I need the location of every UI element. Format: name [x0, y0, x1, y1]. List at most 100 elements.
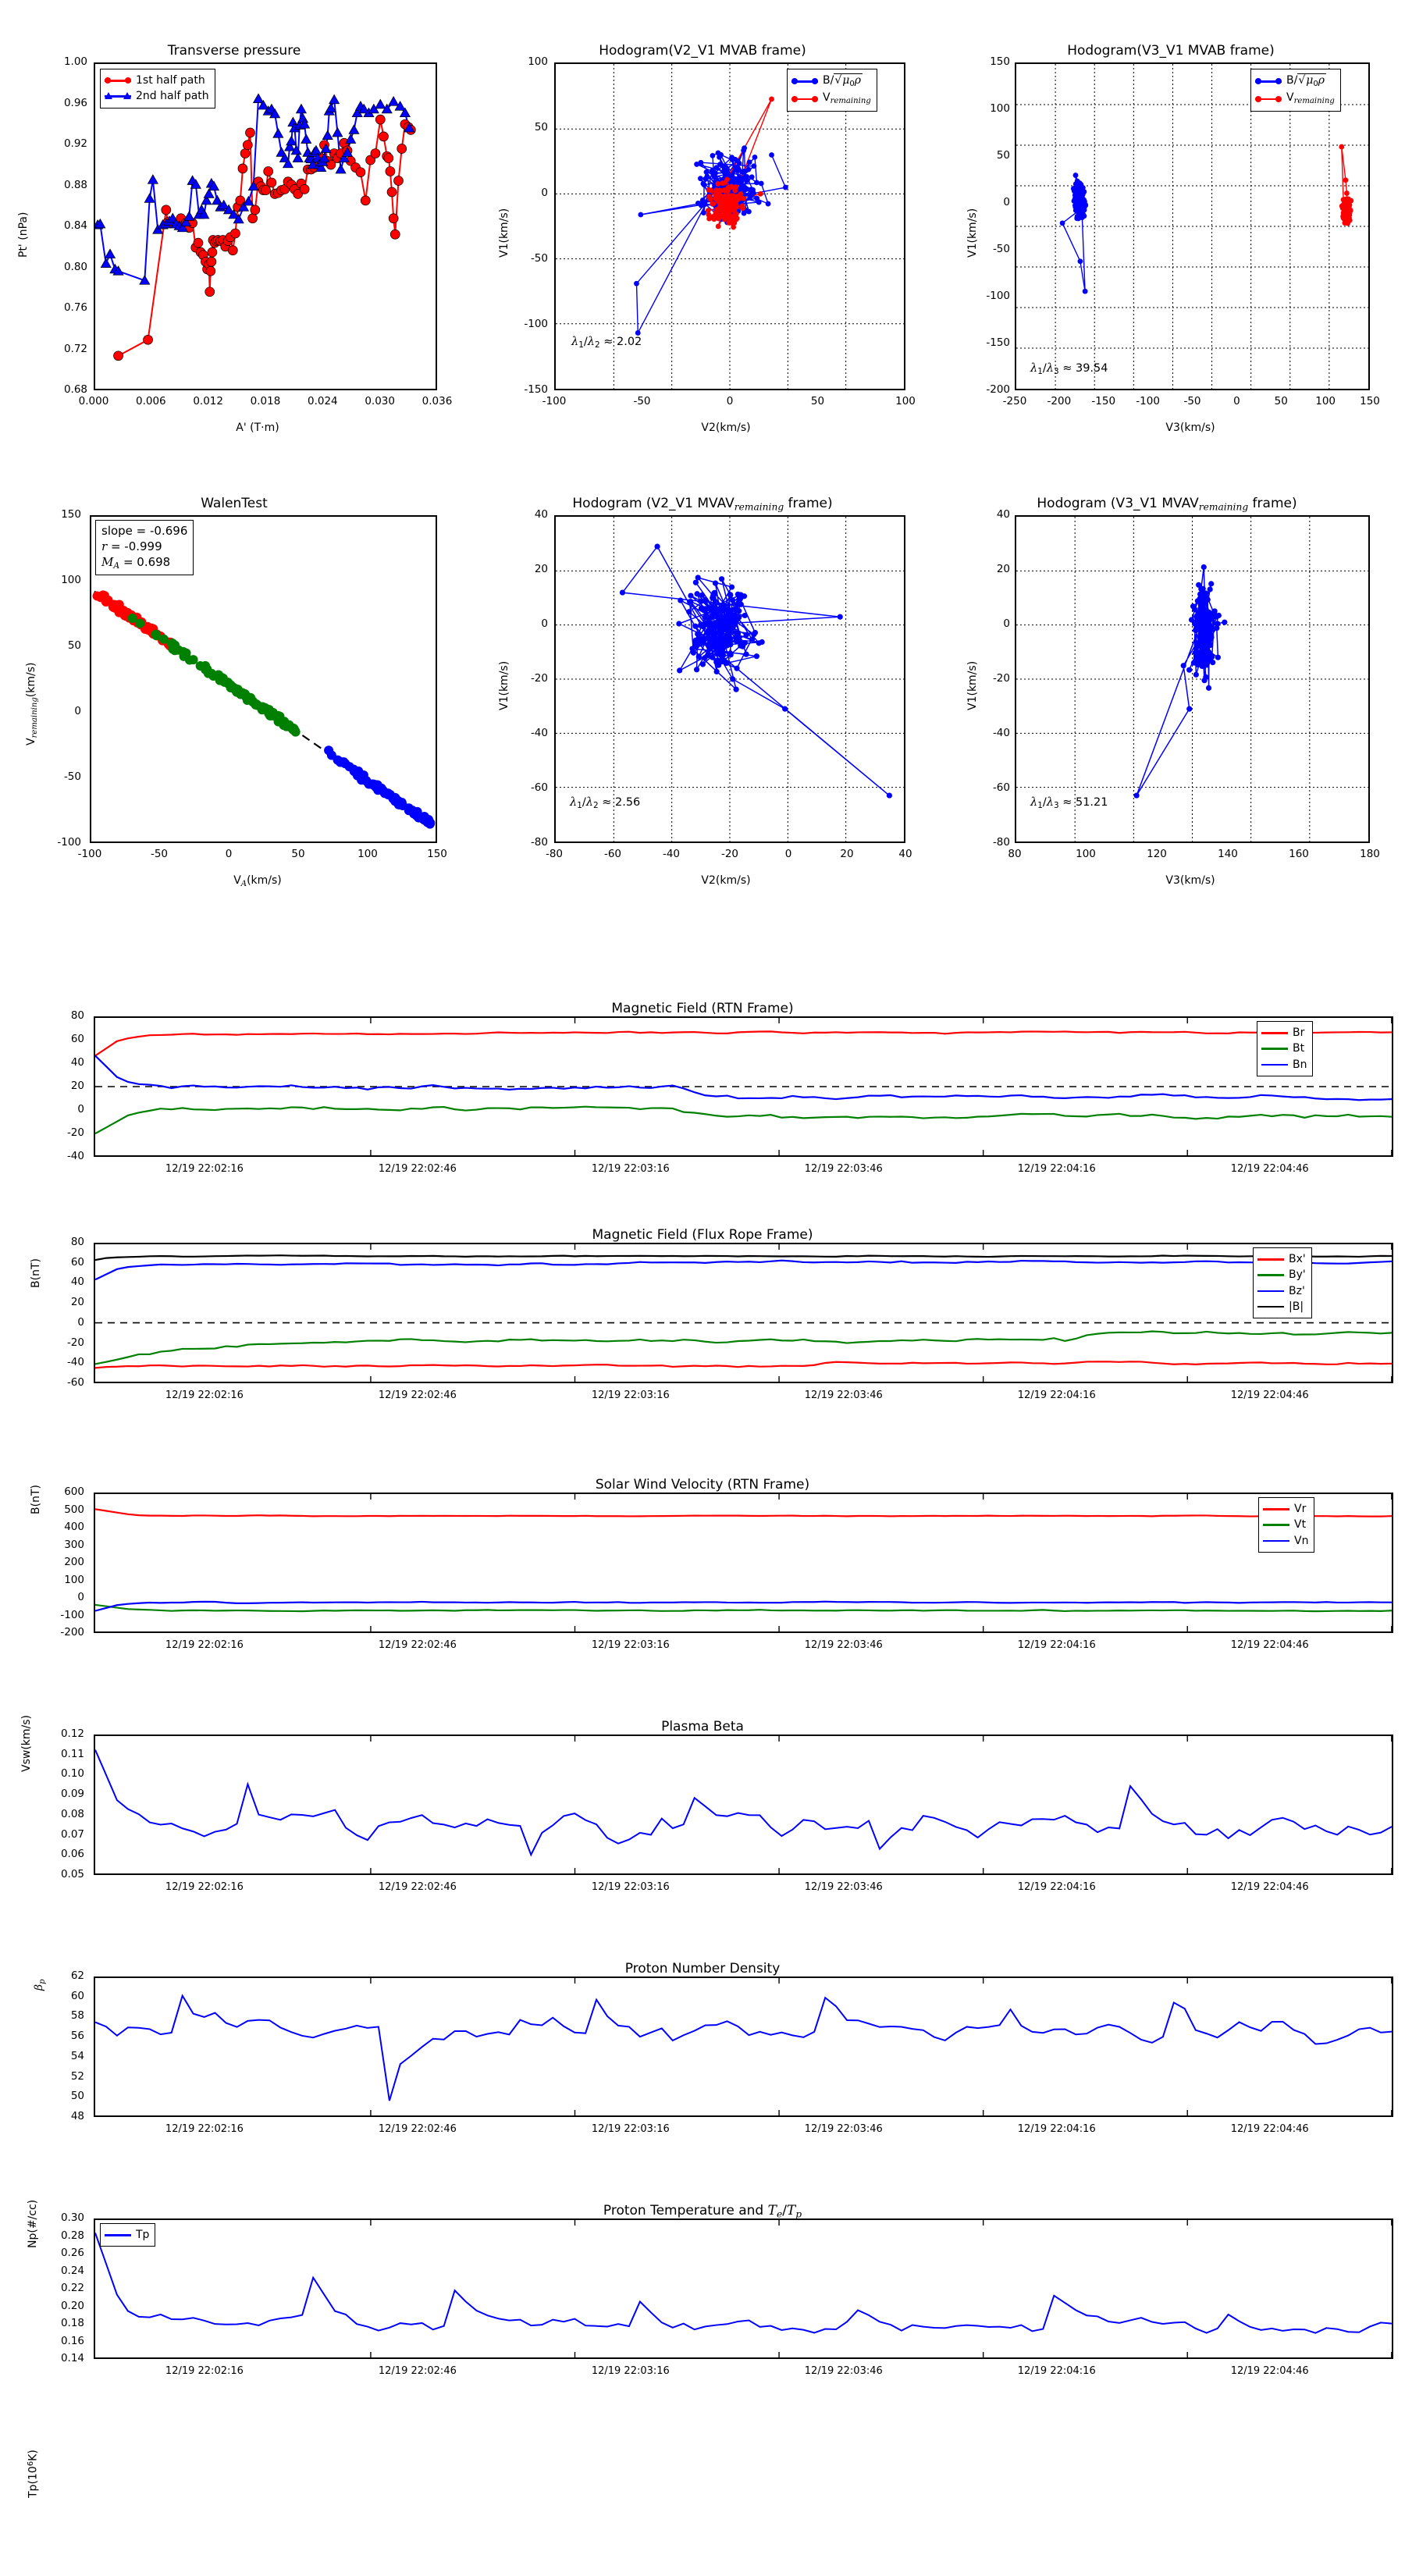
x-tick-label: 12/19 22:02:16 — [165, 1389, 244, 1401]
y-tick-label: -200 — [60, 1626, 84, 1638]
y-tick-label: -50 — [992, 243, 1010, 255]
line-icon — [105, 2230, 131, 2240]
y-tick-label: 0 — [77, 1591, 84, 1603]
x-tick-label: 0 — [225, 848, 233, 860]
plot-area — [554, 62, 905, 390]
panel-title: Hodogram(V2_V1 MVAB frame) — [599, 43, 806, 59]
x-tick-label: 12/19 22:04:46 — [1230, 2365, 1309, 2377]
panel-title: Proton Number Density — [624, 1961, 781, 1976]
x-tick-label: 0.030 — [365, 395, 395, 407]
y-tick-label: 0.08 — [60, 1807, 84, 1820]
y-tick-label: 0.88 — [63, 178, 87, 191]
x-tick-label: 180 — [1360, 848, 1380, 860]
legend-item: Tp — [105, 2227, 149, 2243]
x-tick-label: 40 — [898, 848, 912, 860]
legend-label-v-remaining: Vremaining — [1286, 91, 1335, 106]
x-tick-label: 0.000 — [78, 395, 109, 407]
y-tick-label: -40 — [66, 1356, 84, 1369]
y-tick-label: 0.10 — [60, 1767, 84, 1781]
y-tick-label: 50 — [534, 121, 548, 133]
y-tick-label: 400 — [64, 1521, 84, 1533]
x-tick-label: 100 — [895, 395, 916, 407]
panel-title: Hodogram (V2_V1 MVAVremaining frame) — [572, 496, 833, 513]
panel-proton-number-density: Proton Number Density Np(#/cc) 48 50 52 54 5… — [0, 1928, 1405, 2248]
y-tick-label: -200 — [986, 383, 1010, 396]
x-tick-label: -250 — [1002, 395, 1027, 407]
panel-hodogram-v2v1-mvab: Hodogram(V2_V1 MVAB frame) V1(km/s) V2(k… — [468, 0, 937, 437]
x-tick-label: 12/19 22:03:16 — [591, 1389, 670, 1401]
x-tick-label: 12/19 22:04:16 — [1017, 1163, 1096, 1175]
legend-transverse-pressure: 1st half path 2nd half path — [100, 69, 215, 109]
x-tick-label: 12/19 22:03:16 — [591, 2123, 670, 2135]
x-axis-label: V3(km/s) — [1165, 422, 1215, 434]
y-tick-label: -20 — [66, 1336, 84, 1349]
legend-item: B/√μ0ρ — [791, 73, 871, 90]
x-tick-label: 150 — [1360, 395, 1380, 407]
x-tick-label: 0.036 — [422, 395, 453, 407]
plot-area — [94, 2218, 1393, 2359]
x-tick-label: 12/19 22:03:16 — [591, 1881, 670, 1893]
x-tick-label: 12/19 22:03:16 — [591, 2365, 670, 2377]
y-tick-label: -50 — [63, 770, 81, 783]
panel-proton-temperature: Proton Temperature and Te/Tp Tp(106K) Tp… — [0, 2170, 1405, 2498]
x-axis-label: V2(km/s) — [701, 422, 751, 434]
y-tick-label: 60 — [70, 1989, 84, 2002]
y-tick-label: -100 — [60, 1608, 84, 1621]
legend-item: Vt — [1263, 1517, 1308, 1532]
y-tick-label: 62 — [70, 1969, 84, 1982]
panel-hodogram-v2v1-mvav: Hodogram (V2_V1 MVAVremaining frame) V1(… — [468, 453, 937, 890]
y-tick-label: 0 — [1003, 617, 1010, 630]
x-tick-label: 12/19 22:02:46 — [378, 1163, 457, 1175]
line-marker-icon — [1255, 76, 1282, 86]
panel-magnetic-field-rtn: Magnetic Field (RTN Frame) B(nT) Br Bt B… — [0, 968, 1405, 1288]
y-tick-label: 100 — [64, 1573, 84, 1586]
x-tick-label: 12/19 22:02:46 — [378, 1639, 457, 1651]
y-tick-label: 0.16 — [60, 2334, 84, 2347]
y-axis-label: V1(km/s) — [498, 208, 510, 258]
x-tick-label: 12/19 22:03:46 — [804, 1881, 883, 1893]
y-tick-label: 50 — [70, 2090, 84, 2103]
x-tick-label: 12/19 22:03:16 — [591, 1639, 670, 1651]
legend-item: Br — [1261, 1025, 1307, 1041]
legend-hodogram-v2v1-mvab: B/√μ0ρ Vremaining — [787, 69, 877, 112]
legend-magnetic-field-flux-rope: Bx' By' Bz' |B| — [1253, 1247, 1312, 1319]
y-tick-label: 80 — [70, 1009, 84, 1022]
eigenvalue-ratio-annotation: λ1/λ3 ≈ 51.21 — [1030, 796, 1108, 810]
x-tick-label: 12/19 22:02:16 — [165, 1881, 244, 1893]
alfven-mach-value: MA = 0.698 — [101, 555, 171, 571]
line-marker-icon — [791, 76, 818, 86]
legend-label-b-alfven: B/√μ0ρ — [1286, 73, 1327, 88]
x-tick-label: -100 — [542, 395, 567, 407]
y-tick-label: 1.00 — [63, 55, 87, 68]
y-tick-label: 58 — [70, 2009, 84, 2023]
legend-item: Vremaining — [1255, 90, 1335, 107]
y-tick-label: 60 — [70, 1255, 84, 1268]
y-tick-label: -100 — [57, 836, 81, 849]
panel-transverse-pressure: Transverse pressure Pt' (nPa) A' (T·m) 1… — [0, 0, 468, 437]
plot-area — [94, 1243, 1393, 1383]
y-tick-label: 20 — [996, 563, 1010, 575]
panel-title: Plasma Beta — [661, 1719, 744, 1735]
y-tick-label: -100 — [524, 318, 548, 330]
x-tick-label: -200 — [1047, 395, 1072, 407]
y-tick-label: 0.22 — [60, 2282, 84, 2294]
x-tick-label: 12/19 22:03:46 — [804, 1639, 883, 1651]
legend-item: 1st half path — [105, 73, 209, 88]
y-tick-label: -60 — [66, 1376, 84, 1389]
x-tick-label: 12/19 22:03:16 — [591, 1163, 670, 1175]
legend-item: Bn — [1261, 1057, 1307, 1073]
y-tick-label: 0.05 — [60, 1868, 84, 1880]
y-tick-label: 0.11 — [60, 1747, 84, 1760]
x-tick-label: 12/19 22:04:46 — [1230, 1639, 1309, 1651]
x-tick-label: 12/19 22:04:16 — [1017, 1389, 1096, 1401]
y-tick-label: -40 — [992, 727, 1010, 739]
y-tick-label: -50 — [530, 252, 548, 265]
x-tick-label: 12/19 22:04:46 — [1230, 1163, 1309, 1175]
line-icon — [1261, 1044, 1288, 1053]
x-tick-label: -20 — [720, 848, 739, 860]
x-tick-label: 0 — [726, 395, 734, 407]
y-tick-label: 0.96 — [63, 96, 87, 109]
legend-item: Vn — [1263, 1533, 1308, 1549]
y-tick-label: 52 — [70, 2069, 84, 2083]
eigenvalue-ratio-annotation: λ1/λ2 ≈ 2.56 — [570, 796, 641, 810]
